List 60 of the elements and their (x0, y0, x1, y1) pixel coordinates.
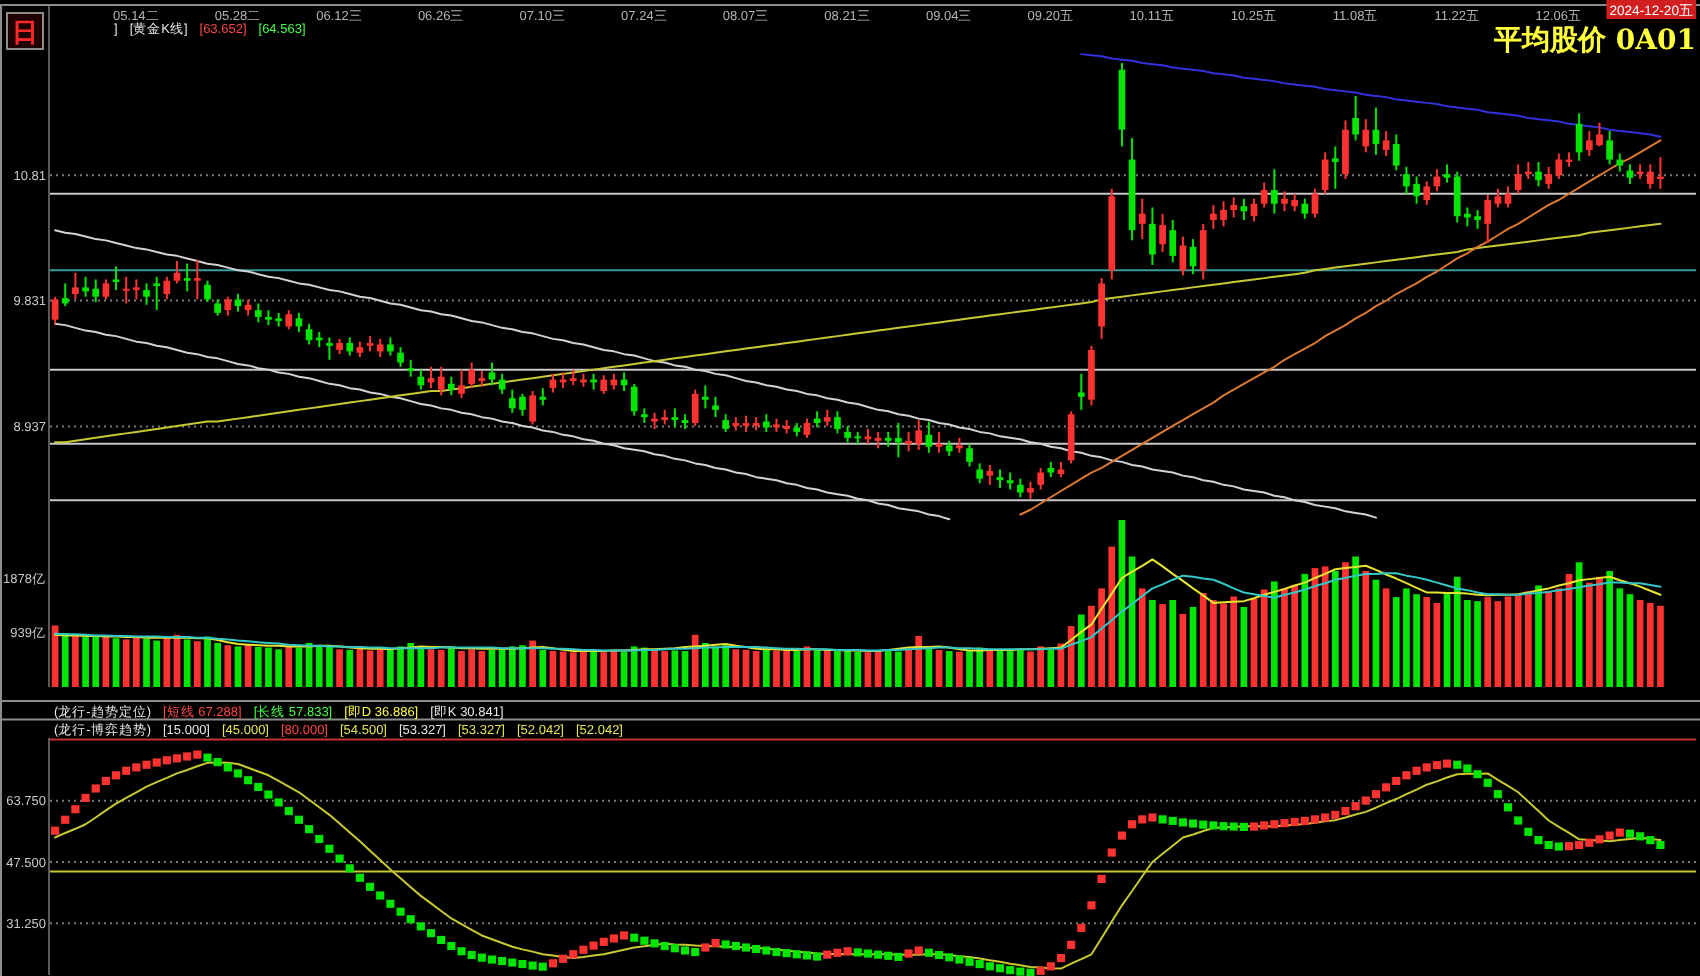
bar (1626, 594, 1634, 687)
bar (1301, 573, 1309, 687)
line-series (54, 222, 1662, 444)
bar (193, 641, 201, 687)
bar (590, 651, 597, 687)
bar (336, 649, 343, 687)
bar (183, 639, 191, 687)
line-series (54, 558, 1662, 653)
line-series (54, 572, 1662, 652)
bar (671, 650, 679, 687)
bar (823, 649, 831, 687)
bar (112, 638, 120, 687)
bar (945, 651, 953, 687)
bar (691, 634, 699, 687)
bar (1260, 589, 1268, 687)
bar (1423, 597, 1431, 687)
bar (1159, 604, 1166, 687)
bar (1382, 588, 1390, 687)
bar (1331, 571, 1339, 687)
text: 平均股价 0A01 (1492, 25, 1696, 57)
bar (224, 645, 232, 687)
bar (1077, 614, 1085, 687)
bar (1169, 600, 1177, 687)
bar (864, 652, 872, 687)
bar (1636, 600, 1644, 687)
bar (1047, 649, 1055, 687)
bar (366, 650, 374, 687)
bar (762, 648, 770, 687)
bar (956, 651, 963, 687)
bar (1352, 556, 1359, 687)
bar (61, 633, 69, 687)
bar (600, 652, 608, 687)
bar (1494, 601, 1502, 687)
bar (529, 640, 536, 687)
bar (72, 635, 79, 687)
bar (437, 649, 445, 687)
bar (1270, 581, 1278, 687)
bar (986, 649, 994, 687)
bar (376, 649, 384, 687)
bar (539, 649, 547, 687)
bar (1149, 600, 1156, 687)
bar (427, 649, 435, 687)
bar (1535, 585, 1542, 687)
bar (549, 651, 557, 687)
bar (346, 649, 354, 687)
bar (234, 646, 242, 687)
bar (1362, 571, 1370, 687)
bar (1575, 562, 1583, 687)
bar (681, 651, 689, 687)
bar (1484, 597, 1492, 687)
bar (793, 651, 801, 687)
bar (285, 645, 293, 687)
bar (447, 646, 455, 687)
bar (163, 637, 171, 687)
period-button: 日 (6, 12, 44, 50)
bar (1138, 588, 1146, 687)
line-series (1019, 139, 1662, 516)
bar (732, 649, 740, 687)
bar (1342, 562, 1349, 687)
bar (752, 651, 760, 687)
